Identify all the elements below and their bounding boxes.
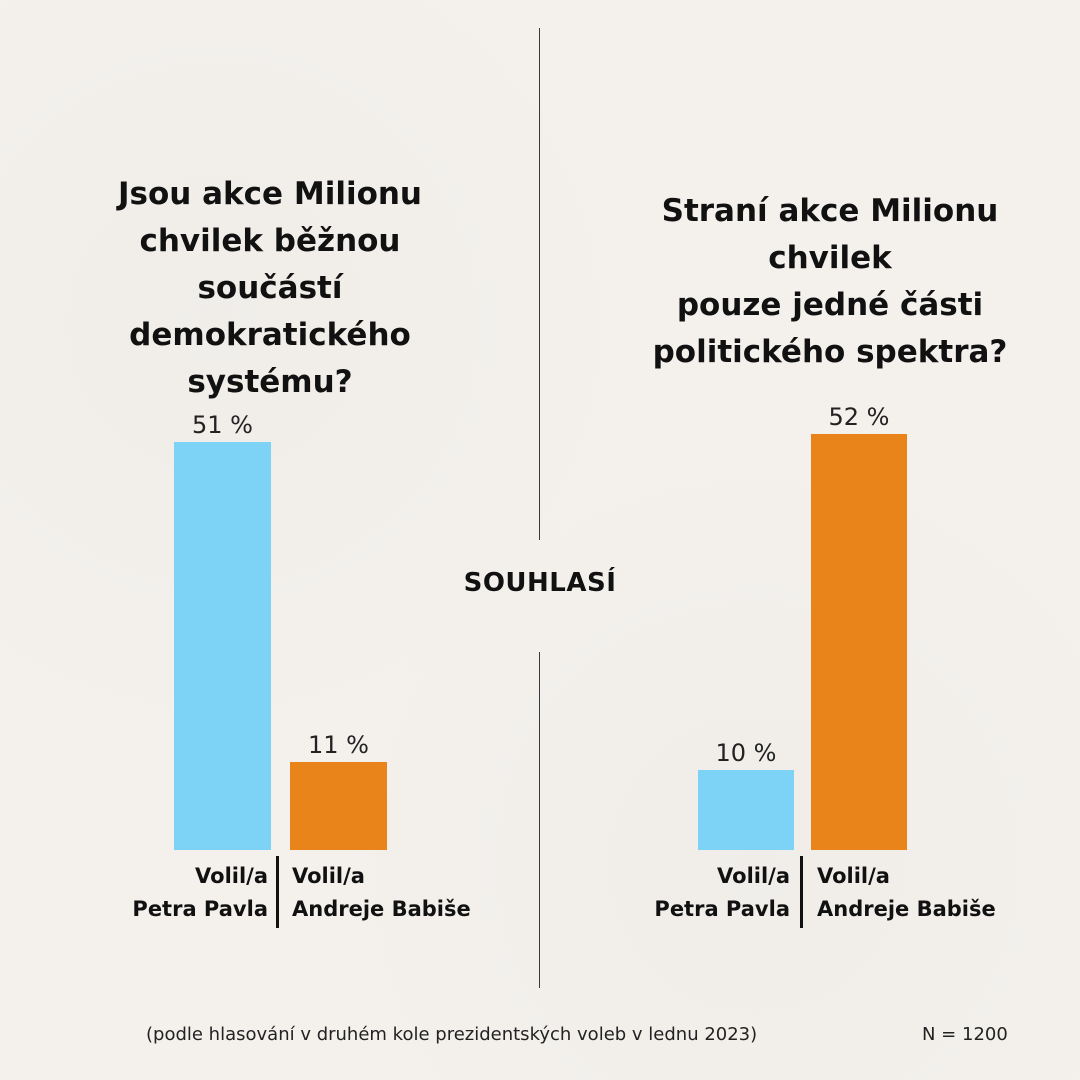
bar-left-pavel [174,442,271,850]
category-line: Andreje Babiše [817,897,996,921]
category-line: Volil/a [817,864,890,888]
bottom-divider [539,652,540,988]
right-question-line: pouze jedné části [676,287,984,323]
bar-value-label: 10 % [716,739,777,767]
right-chart-category-pavel: Volil/a Petra Pavla [654,860,790,926]
left-chart-category-babis: Volil/a Andreje Babiše [292,860,471,926]
bar-value-label: 51 % [192,411,253,439]
left-question: Jsou akce Milionu chvilek běžnou součást… [70,171,470,406]
right-chart-category-babis: Volil/a Andreje Babiše [817,860,996,926]
left-chart-category-pavel: Volil/a Petra Pavla [132,860,268,926]
right-question: Straní akce Milionu chvilek pouze jedné … [610,188,1050,376]
category-line: Volil/a [195,864,268,888]
left-question-line: chvilek běžnou [139,223,401,259]
footnote: (podle hlasování v druhém kole prezident… [146,1024,758,1045]
category-line: Volil/a [717,864,790,888]
bar-right-babis [811,434,907,850]
right-question-line: chvilek [768,240,892,276]
left-chart-category-separator [276,856,279,928]
left-question-line: Jsou akce Milionu [117,176,423,212]
category-line: Petra Pavla [654,897,790,921]
sample-size: N = 1200 [922,1024,1008,1045]
right-question-line: politického spektra? [652,334,1008,370]
bar-right-pavel [698,770,794,850]
category-line: Volil/a [292,864,365,888]
left-question-line: systému? [187,364,353,400]
bar-left-babis [290,762,387,850]
top-divider [539,28,540,540]
bar-value-label: 52 % [829,403,890,431]
right-chart-category-separator [800,856,803,928]
left-question-line: demokratického [129,317,411,353]
category-line: Petra Pavla [132,897,268,921]
right-question-line: Straní akce Milionu [661,193,999,229]
left-question-line: součástí [197,270,343,306]
bar-value-label: 11 % [308,731,369,759]
category-line: Andreje Babiše [292,897,471,921]
agree-heading: SOUHLASÍ [463,568,617,598]
